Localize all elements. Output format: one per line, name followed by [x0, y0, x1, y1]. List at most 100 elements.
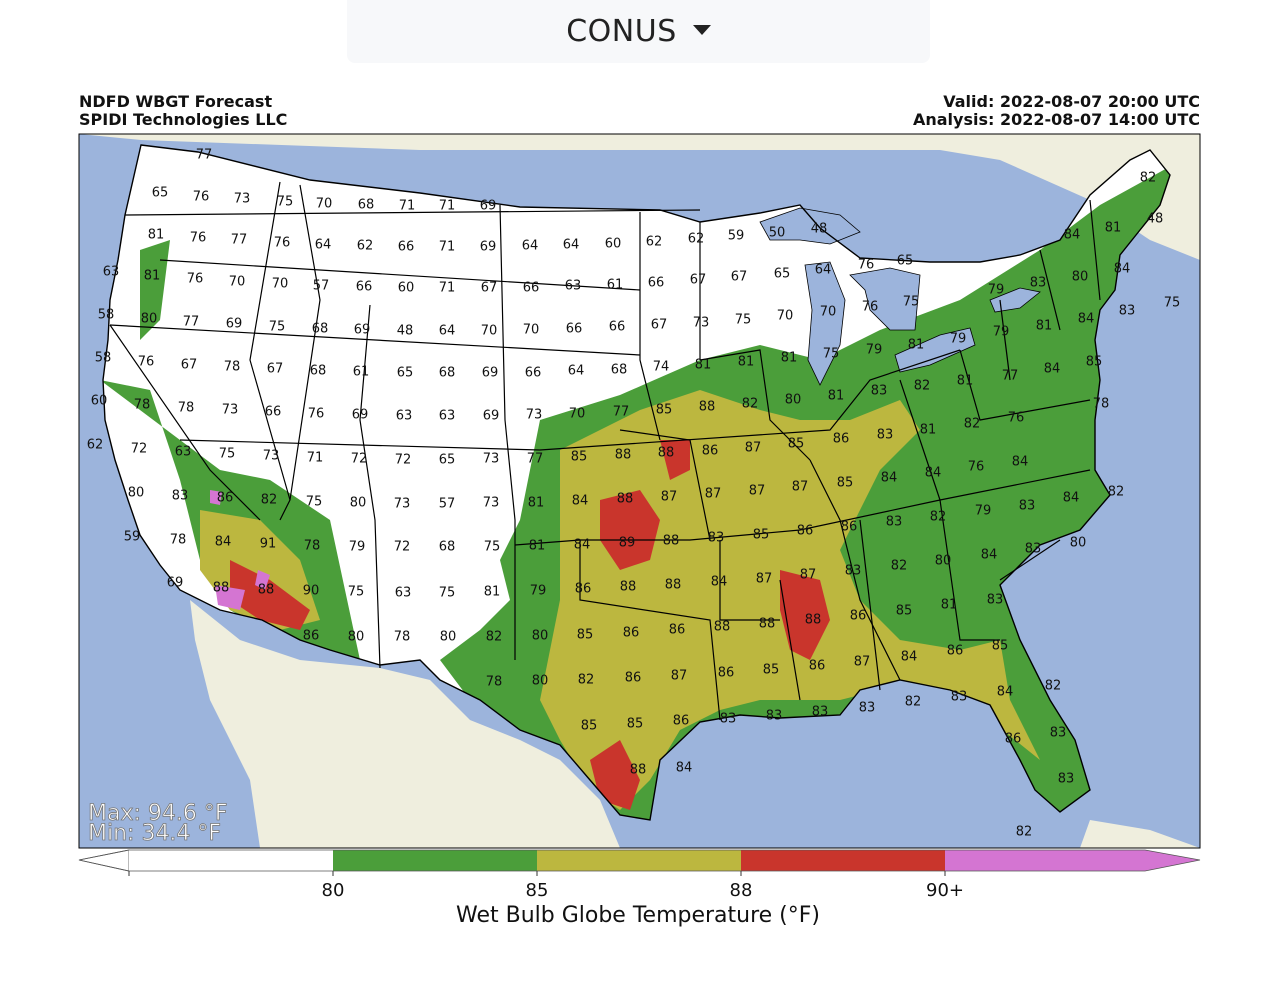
station-value-label: 71	[307, 451, 324, 466]
station-value-label: 64	[522, 239, 539, 254]
station-value-label: 84	[981, 548, 998, 563]
station-value-label: 80	[128, 486, 145, 501]
station-value-label: 81	[781, 351, 798, 366]
min-value: Min: 34.4 °F	[88, 821, 221, 846]
station-value-label: 76	[274, 236, 291, 251]
station-value-label: 87	[661, 490, 678, 505]
state-border-line	[514, 469, 1091, 546]
state-border-line	[124, 209, 701, 216]
station-value-label: 67	[181, 358, 198, 373]
station-value-label: 88	[620, 580, 637, 595]
station-value-label: 85	[992, 639, 1009, 654]
station-value-label: 78	[134, 398, 151, 413]
station-value-label: 76	[1008, 411, 1025, 426]
station-value-label: 75	[306, 495, 323, 510]
canada-landmass	[79, 134, 1200, 260]
map-border	[78, 133, 1201, 849]
state-border-line	[859, 519, 881, 691]
state-borders	[109, 181, 1101, 721]
station-value-label: 73	[263, 449, 280, 464]
product-title: NDFD WBGT Forecast	[79, 92, 273, 111]
region-dropdown[interactable]: CONUS	[347, 0, 930, 63]
station-value-label: 68	[439, 366, 456, 381]
station-value-label: 76	[858, 258, 875, 273]
station-value-label: 86	[833, 432, 850, 447]
great-lakes	[759, 207, 1041, 386]
station-value-label: 70	[481, 324, 498, 339]
colorbar-tick-88: 88	[729, 880, 753, 901]
station-value-label: 61	[353, 365, 370, 380]
station-value-label: 65	[774, 267, 791, 282]
station-value-label: 84	[215, 535, 232, 550]
station-value-label: 87	[745, 441, 762, 456]
station-value-label: 88	[663, 534, 680, 549]
station-value-label: 83	[1025, 542, 1042, 557]
station-value-label: 81	[144, 269, 161, 284]
station-value-label: 76	[308, 407, 325, 422]
valid-time: Valid: 2022-08-07 20:00 UTC	[943, 92, 1200, 111]
station-value-label: 70	[569, 407, 586, 422]
station-value-label: 87	[671, 669, 688, 684]
station-value-label: 88	[805, 613, 822, 628]
station-value-label: 72	[131, 442, 148, 457]
station-value-label: 84	[997, 685, 1014, 700]
station-value-label: 88	[213, 581, 230, 596]
station-value-label: 81	[695, 358, 712, 373]
station-value-label: 82	[1108, 485, 1125, 500]
station-value-label: 86	[625, 671, 642, 686]
station-value-label: 60	[91, 394, 108, 409]
station-value-label: 82	[1045, 679, 1062, 694]
station-value-label: 72	[351, 452, 368, 467]
station-value-label: 80	[440, 630, 457, 645]
wbgt-90plus-region	[210, 490, 270, 610]
station-value-label: 75	[484, 540, 501, 555]
station-value-label: 70	[523, 323, 540, 338]
station-value-label: 83	[766, 709, 783, 724]
station-value-label: 76	[862, 300, 879, 315]
station-value-label: 82	[1016, 825, 1033, 840]
station-value-label: 59	[124, 530, 141, 545]
station-value-label: 63	[439, 409, 456, 424]
station-value-label: 87	[800, 568, 817, 583]
mexico-landmass	[190, 600, 620, 848]
station-value-label: 83	[886, 515, 903, 530]
station-value-label: 82	[261, 493, 278, 508]
product-header: NDFD WBGT Forecast SPIDI Technologies LL…	[79, 93, 287, 129]
state-border-line	[279, 184, 321, 521]
station-value-label: 80	[350, 496, 367, 511]
state-border-line	[179, 439, 541, 451]
station-value-label: 77	[183, 315, 200, 330]
station-value-label: 65	[439, 453, 456, 468]
station-value-label: 71	[399, 199, 416, 214]
station-value-label: 88	[658, 446, 675, 461]
station-value-label: 66	[523, 281, 540, 296]
station-value-label: 83	[877, 428, 894, 443]
station-value-label: 63	[103, 265, 120, 280]
station-value-label: 66	[566, 322, 583, 337]
station-value-label: 70	[820, 305, 837, 320]
station-value-label: 81	[1036, 319, 1053, 334]
map-frame: 77 65 76 73 75 70 68 71 71 69 81 76 77 76 64 62 66 71 69 64…	[79, 134, 1200, 848]
station-value-label: 65	[897, 254, 914, 269]
station-value-label: 84	[676, 761, 693, 776]
station-value-label: 91	[260, 537, 277, 552]
station-value-label: 72	[394, 540, 411, 555]
station-value-label: 86	[623, 626, 640, 641]
colorbar-extend-high	[1145, 850, 1200, 871]
station-value-label: 73	[693, 316, 710, 331]
colorbar-extend-low	[78, 849, 130, 872]
station-value-label: 63	[396, 409, 413, 424]
station-value-label: 75	[823, 347, 840, 362]
station-value-label: 67	[651, 318, 668, 333]
station-value-label: 77	[1002, 369, 1019, 384]
station-value-label: 66	[398, 240, 415, 255]
station-value-label: 71	[439, 199, 456, 214]
colorbar-segment-85-88	[537, 850, 741, 871]
station-value-label: 69	[480, 199, 497, 214]
colorbar-tick-90plus: 90+	[926, 880, 964, 901]
state-border-line	[959, 349, 1091, 421]
station-value-label: 81	[920, 423, 937, 438]
station-value-label: 88	[615, 448, 632, 463]
state-border-line	[579, 540, 721, 721]
